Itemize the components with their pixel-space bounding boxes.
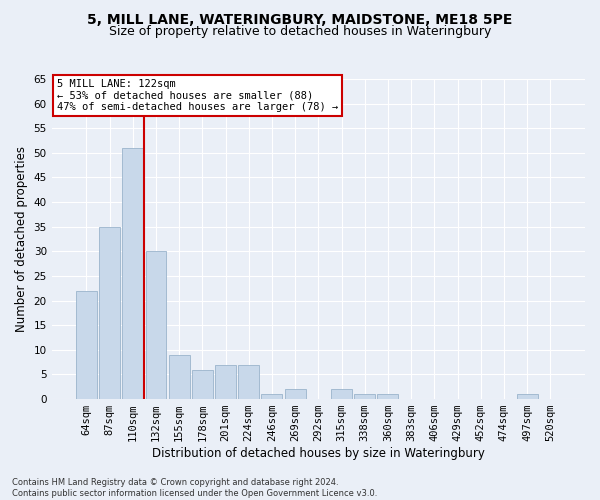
Bar — [215, 364, 236, 399]
Bar — [262, 394, 283, 399]
Bar — [169, 355, 190, 399]
Bar — [238, 364, 259, 399]
X-axis label: Distribution of detached houses by size in Wateringbury: Distribution of detached houses by size … — [152, 447, 485, 460]
Bar — [354, 394, 375, 399]
Text: Contains HM Land Registry data © Crown copyright and database right 2024.
Contai: Contains HM Land Registry data © Crown c… — [12, 478, 377, 498]
Y-axis label: Number of detached properties: Number of detached properties — [15, 146, 28, 332]
Text: Size of property relative to detached houses in Wateringbury: Size of property relative to detached ho… — [109, 25, 491, 38]
Text: 5, MILL LANE, WATERINGBURY, MAIDSTONE, ME18 5PE: 5, MILL LANE, WATERINGBURY, MAIDSTONE, M… — [88, 12, 512, 26]
Bar — [192, 370, 213, 399]
Text: 5 MILL LANE: 122sqm
← 53% of detached houses are smaller (88)
47% of semi-detach: 5 MILL LANE: 122sqm ← 53% of detached ho… — [57, 79, 338, 112]
Bar — [517, 394, 538, 399]
Bar — [76, 290, 97, 399]
Bar — [146, 252, 166, 399]
Bar — [99, 226, 120, 399]
Bar — [331, 389, 352, 399]
Bar — [284, 389, 305, 399]
Bar — [122, 148, 143, 399]
Bar — [377, 394, 398, 399]
